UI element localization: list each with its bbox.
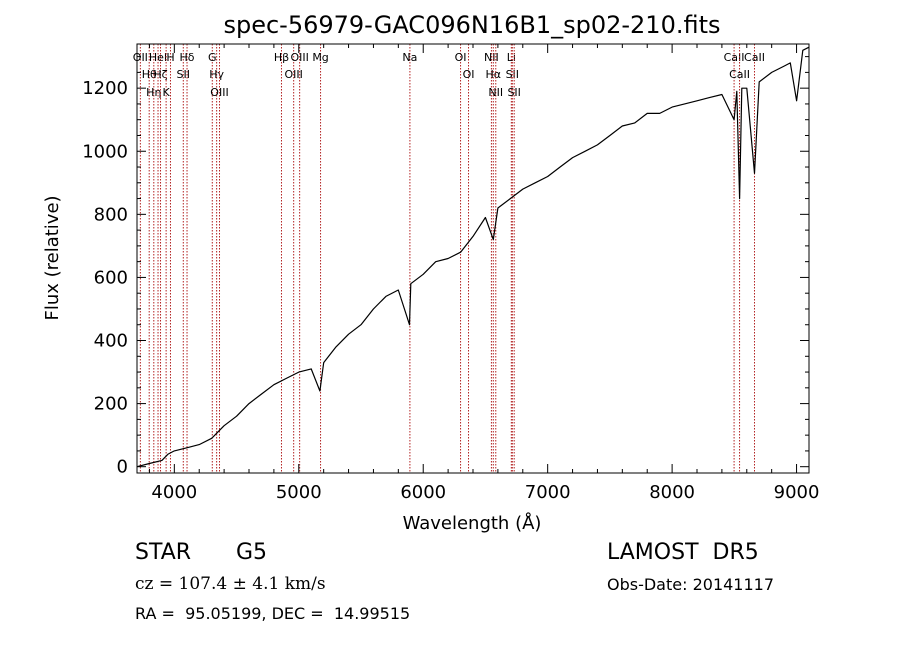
line-label-3: HeI <box>149 51 167 64</box>
line-label-5: K <box>163 86 171 99</box>
line-label-22: Li <box>507 51 516 64</box>
chart-title: spec-56979-GAC096N16B1_sp02-210.fits <box>223 11 720 39</box>
spectrum-line-0 <box>136 46 810 468</box>
coordinates: RA = 95.05199, DEC = 14.99515 <box>135 604 411 623</box>
line-label-21: NII <box>488 86 503 99</box>
line-label-18: OI <box>463 68 475 81</box>
line-label-7: SII <box>177 68 190 81</box>
x-tick-label-1: 5000 <box>276 482 322 503</box>
line-label-23: SII <box>506 68 519 81</box>
line-label-0: OII <box>133 51 148 64</box>
x-tick-label-2: 6000 <box>400 482 446 503</box>
y-tick-label-3: 600 <box>94 267 128 288</box>
line-label-26: CaII <box>729 68 750 81</box>
line-label-6: H <box>166 51 174 64</box>
line-label-12: Hβ <box>274 51 289 64</box>
line-label-2: Hη <box>146 86 161 99</box>
line-label-27: CaII <box>744 51 765 64</box>
object-class: STAR <box>135 540 192 565</box>
y-tick-label-6: 1200 <box>82 78 128 99</box>
x-axis-label: Wavelength (Å) <box>403 512 542 534</box>
line-label-17: OI <box>455 51 467 64</box>
line-label-13: OIII <box>284 68 302 81</box>
line-label-10: Hγ <box>209 68 224 81</box>
line-label-19: NII <box>484 51 499 64</box>
line-label-1: Hθ <box>142 68 157 81</box>
x-tick-label-0: 4000 <box>151 482 197 503</box>
survey-name: LAMOST DR5 <box>607 540 759 565</box>
x-tick-label-4: 8000 <box>649 482 695 503</box>
object-subclass: G5 <box>236 540 268 565</box>
y-tick-label-5: 1000 <box>82 141 128 162</box>
x-tick-label-3: 7000 <box>525 482 571 503</box>
x-axis: 4000 5000 6000 7000 8000 9000 <box>148 44 820 503</box>
spectrum-series <box>136 46 810 468</box>
line-label-11: OIII <box>210 86 228 99</box>
x-tick-label-5: 9000 <box>774 482 820 503</box>
y-tick-label-1: 200 <box>94 394 128 415</box>
line-label-15: Mg <box>312 51 328 64</box>
plot-frame <box>136 43 810 474</box>
redshift-velocity: cz = 107.4 ± 4.1 km/s <box>135 574 326 594</box>
line-label-4: Hζ <box>153 68 167 81</box>
line-label-20: Hα <box>486 68 502 81</box>
y-tick-label-4: 800 <box>94 204 128 225</box>
y-tick-label-0: 0 <box>117 457 128 478</box>
line-label-16: Na <box>402 51 417 64</box>
line-label-8: Hδ <box>180 51 195 64</box>
line-label-14: OIII <box>290 51 308 64</box>
y-tick-label-2: 400 <box>94 331 128 352</box>
line-label-9: G <box>208 51 217 64</box>
line-label-24: SII <box>507 86 520 99</box>
y-axis-label: Flux (relative) <box>42 195 63 320</box>
y-axis: 0 200 400 600 800 1000 1200 <box>82 56 809 478</box>
observation-date: Obs-Date: 20141117 <box>607 575 775 594</box>
line-label-25: CaII <box>724 51 745 64</box>
